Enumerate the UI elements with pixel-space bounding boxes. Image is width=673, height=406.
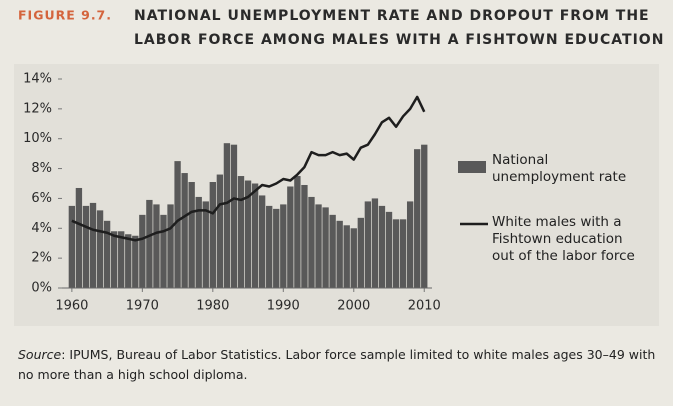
bar xyxy=(308,196,315,288)
bar xyxy=(301,184,308,288)
y-tick-label: 10% xyxy=(23,131,52,146)
bar xyxy=(280,204,287,288)
line xyxy=(71,95,426,242)
x-tick-label: 1980 xyxy=(196,299,229,314)
bar xyxy=(315,204,322,288)
chart-panel xyxy=(14,64,659,326)
bar xyxy=(329,214,336,288)
bar xyxy=(287,186,294,288)
bar xyxy=(160,214,167,288)
chart-title: NATIONAL UNEMPLOYMENT RATE AND DROPOUT F… xyxy=(134,8,650,24)
bar xyxy=(230,144,238,288)
y-tick-label: 2% xyxy=(31,251,52,266)
bar xyxy=(125,234,132,288)
bar xyxy=(385,211,393,288)
bar xyxy=(414,149,421,288)
bar xyxy=(82,205,90,288)
legend-swatch xyxy=(458,161,486,173)
x-tick-label: 2000 xyxy=(337,299,370,314)
bar xyxy=(174,161,181,288)
y-tick-label: 14% xyxy=(23,72,52,87)
source-label: Source xyxy=(18,347,62,362)
bar xyxy=(371,198,379,288)
legend-label: National unemployment rate xyxy=(492,152,627,185)
bar xyxy=(357,217,364,288)
bar xyxy=(294,176,301,288)
bar xyxy=(421,144,428,288)
bar xyxy=(251,183,259,288)
bar xyxy=(110,231,118,288)
bar xyxy=(153,204,160,288)
bar xyxy=(322,207,329,288)
bar xyxy=(202,201,209,288)
source-note: Source: IPUMS, Bureau of Labor Statistic… xyxy=(18,345,658,385)
bar xyxy=(188,182,195,288)
bar xyxy=(343,225,350,288)
bar xyxy=(146,199,153,288)
bar xyxy=(118,231,125,288)
bar xyxy=(103,220,111,288)
bar xyxy=(399,219,407,288)
bar xyxy=(350,228,357,288)
y-tick-label: 12% xyxy=(23,101,52,116)
y-tick-label: 8% xyxy=(31,161,52,176)
x-tick-label: 1990 xyxy=(267,299,300,314)
bar xyxy=(167,204,174,288)
bar xyxy=(209,182,216,288)
bar xyxy=(244,180,252,288)
bar xyxy=(406,201,414,288)
source-text: : IPUMS, Bureau of Labor Statistics. Lab… xyxy=(18,347,656,382)
x-tick-label: 1960 xyxy=(55,299,88,314)
bar xyxy=(237,176,245,288)
y-tick-label: 4% xyxy=(31,221,52,236)
bar xyxy=(181,173,188,288)
figure-label: FIGURE 9.7. xyxy=(18,8,112,23)
bar xyxy=(89,202,97,288)
bar xyxy=(96,210,104,288)
y-tick-label: 6% xyxy=(31,191,52,206)
x-tick-label: 2010 xyxy=(408,299,441,314)
bar xyxy=(266,205,273,288)
bar xyxy=(216,174,224,288)
legend-label: White males with a Fishtown education ou… xyxy=(492,214,635,264)
x-tick-label: 1970 xyxy=(126,299,159,314)
bar xyxy=(223,143,231,288)
bar xyxy=(336,220,343,288)
bar xyxy=(364,201,372,288)
bar xyxy=(68,205,76,288)
bar xyxy=(139,214,146,288)
chart-title: LABOR FORCE AMONG MALES WITH A FISHTOWN … xyxy=(134,32,664,48)
bar xyxy=(378,205,386,288)
bar xyxy=(258,195,266,288)
bar xyxy=(132,235,139,288)
bar xyxy=(273,208,280,288)
bar xyxy=(75,187,83,288)
bar xyxy=(392,219,400,288)
y-tick-label: 0% xyxy=(31,281,52,296)
bar xyxy=(195,196,202,288)
